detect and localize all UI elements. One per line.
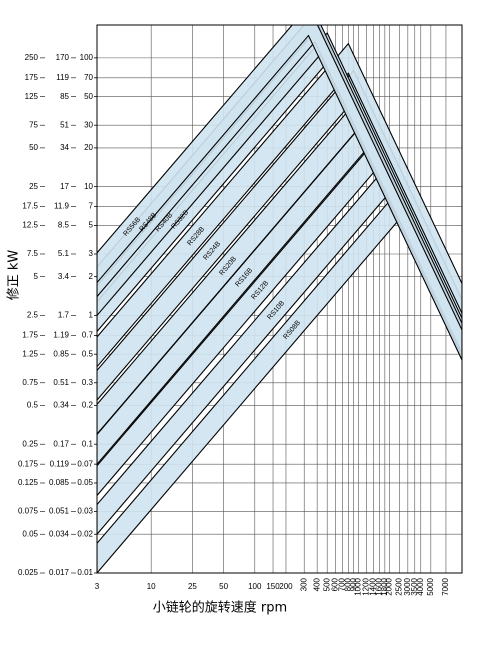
y-tick-label: 1 <box>89 311 94 320</box>
x-tick-label: 50 <box>219 582 228 591</box>
y-tick-label-col1: 17.5 <box>22 202 38 211</box>
y-tick-label: 100 <box>80 53 94 62</box>
x-tick-label: 400 <box>312 577 321 591</box>
y-tick-label-col2: 3.4 <box>58 272 70 281</box>
y-tick-label-col1: 250 <box>25 53 39 62</box>
bands <box>97 25 462 573</box>
chain-band <box>97 25 462 361</box>
y-tick-label: 0.05 <box>77 478 93 487</box>
x-tick-label: 4000 <box>416 577 425 595</box>
y-tick-label-col1: 7.5 <box>27 249 39 258</box>
x-tick-label: 3 <box>95 582 100 591</box>
y-tick-label: 0.01 <box>77 568 93 577</box>
y-tick-label-col1: 50 <box>29 143 38 152</box>
y-tick-label-col2: 1.7 <box>58 311 70 320</box>
y-tick-label-col1: 0.175 <box>18 459 39 468</box>
y-tick-label-col2: 0.34 <box>53 401 69 410</box>
x-tick-label: 900 <box>349 577 358 591</box>
y-tick-label: 10 <box>84 182 93 191</box>
y-tick-label: 2 <box>89 272 94 281</box>
y-tick-label-col2: 11.9 <box>54 202 70 211</box>
x-tick-label: 7000 <box>441 577 450 595</box>
y-tick-label-col2: 85 <box>60 92 69 101</box>
x-tick-label: 3500 <box>410 577 419 595</box>
x-tick-label: 200 <box>279 582 293 591</box>
y-tick-label-col1: 2.5 <box>27 311 39 320</box>
x-tick-label: 1000 <box>354 577 363 595</box>
y-tick-label-col1: 0.125 <box>18 478 39 487</box>
y-axis-title: 修正 kW <box>7 250 22 301</box>
y-tick-label-col2: 0.017 <box>49 568 70 577</box>
y-tick-label-col1: 175 <box>25 73 39 82</box>
x-tick-label: 800 <box>343 577 352 591</box>
y-tick-label-col1: 0.05 <box>22 529 38 538</box>
x-tick-label: 1200 <box>362 577 371 595</box>
x-tick-label: 1400 <box>369 577 378 595</box>
y-tick-label-col1: 0.75 <box>22 378 38 387</box>
y-tick-label-col2: 51 <box>60 120 69 129</box>
y-tick-label-col2: 34 <box>60 143 69 152</box>
y-tick-label-col1: 25 <box>29 182 38 191</box>
chain-band <box>97 42 462 368</box>
x-tick-label: 500 <box>322 577 331 591</box>
y-tick-label-col2: 0.119 <box>50 459 70 468</box>
plot-frame <box>96 24 463 574</box>
y-tick-label-col2: 0.051 <box>49 507 70 516</box>
y-tick-label-col2: 0.51 <box>53 378 69 387</box>
x-tick-label: 100 <box>248 582 262 591</box>
y-tick-label: 0.2 <box>82 401 94 410</box>
x-tick-label: 1600 <box>375 577 384 595</box>
y-tick-label-col1: 12.5 <box>22 221 38 230</box>
y-tick-label-col1: 5 <box>34 272 39 281</box>
y-tick-label-col1: 0.5 <box>27 401 39 410</box>
x-tick-label: 10 <box>147 582 156 591</box>
y-tick-label-col1: 75 <box>29 120 38 129</box>
y-tick-label-col2: 0.034 <box>49 529 70 538</box>
y-tick-label: 3 <box>89 249 94 258</box>
x-tick-label: 300 <box>299 577 308 591</box>
y-tick-label: 0.07 <box>77 459 93 468</box>
x-axis-title: 小链轮的旋转速度 rpm <box>153 600 287 616</box>
y-tick-label-col1: 0.075 <box>18 507 39 516</box>
y-tick-label: 70 <box>84 73 93 82</box>
y-tick-label: 7 <box>89 202 94 211</box>
y-tick-label: 0.7 <box>82 330 94 339</box>
labels: 1001702507011917550851253051752034501017… <box>18 53 450 596</box>
x-tick-label: 2000 <box>385 577 394 595</box>
y-tick-label-col2: 0.85 <box>53 349 69 358</box>
y-tick-label-col2: 119 <box>56 73 69 82</box>
y-tick-label: 0.5 <box>82 349 94 358</box>
y-tick-label-col1: 1.25 <box>22 349 38 358</box>
y-tick-label-col2: 0.085 <box>49 478 70 487</box>
y-tick-label: 0.3 <box>82 378 94 387</box>
x-tick-label: 700 <box>337 577 346 591</box>
x-tick-label: 1800 <box>380 577 389 595</box>
y-tick-label-col1: 0.25 <box>22 439 38 448</box>
y-tick-label-col2: 17 <box>60 182 69 191</box>
y-tick-label: 50 <box>84 92 93 101</box>
x-tick-label: 600 <box>331 577 340 591</box>
y-tick-label-col2: 8.5 <box>58 221 70 230</box>
y-tick-label-col2: 1.19 <box>53 330 69 339</box>
y-tick-label-col2: 170 <box>56 53 70 62</box>
x-tick-label: 25 <box>188 582 197 591</box>
y-tick-label: 0.02 <box>77 529 93 538</box>
y-tick-label-col2: 0.17 <box>53 439 69 448</box>
y-tick-label: 0.1 <box>82 439 94 448</box>
x-tick-label: 3000 <box>403 577 412 595</box>
y-tick-label: 5 <box>89 221 94 230</box>
y-tick-label-col1: 1.75 <box>22 330 38 339</box>
x-tick-label: 2500 <box>395 577 404 595</box>
y-tick-label-col1: 125 <box>25 92 39 101</box>
y-tick-label: 0.03 <box>77 507 93 516</box>
y-tick-label-col1: 0.025 <box>18 568 39 577</box>
y-tick-label: 20 <box>84 143 93 152</box>
x-tick-label: 150 <box>266 582 280 591</box>
y-tick-label: 30 <box>84 120 93 129</box>
x-tick-label: 5000 <box>426 577 435 595</box>
y-tick-label-col2: 5.1 <box>58 249 70 258</box>
